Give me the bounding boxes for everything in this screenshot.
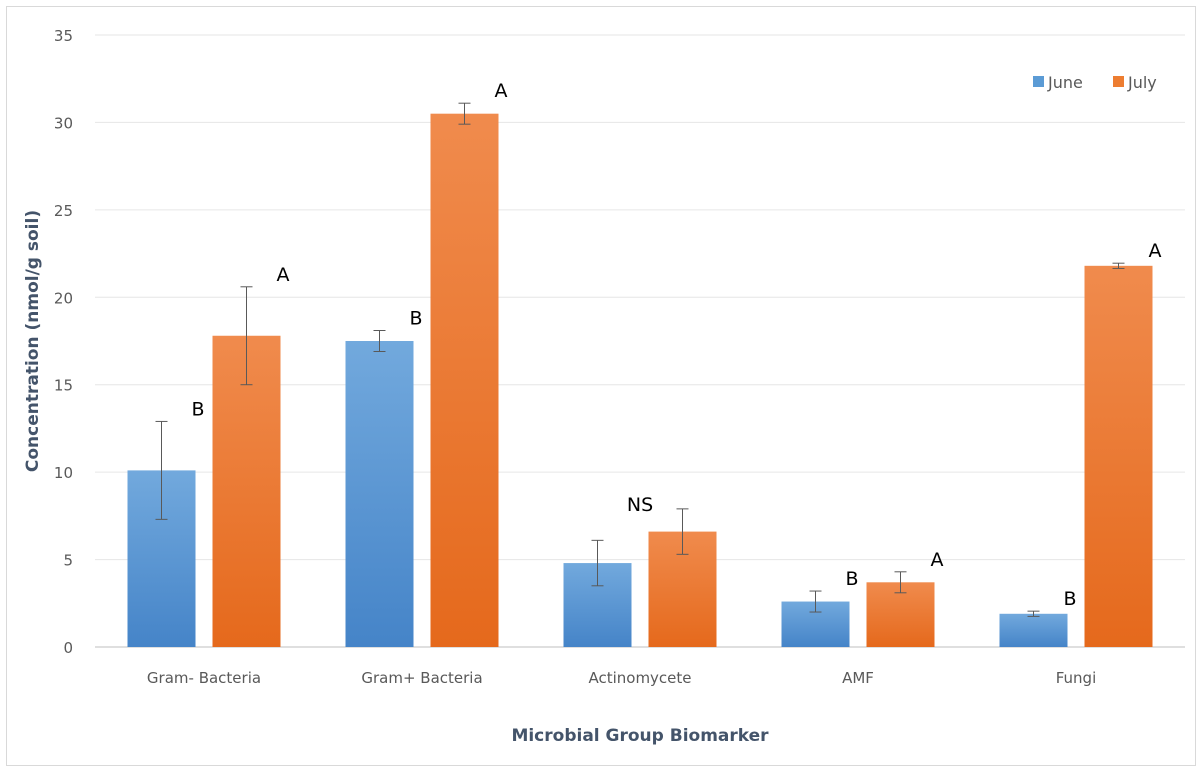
y-tick-label: 10 [54, 464, 73, 482]
x-tick-label: Actinomycete [588, 669, 691, 687]
group-annotation: NS [627, 494, 653, 516]
y-tick-label: 35 [54, 27, 73, 45]
significance-label: B [1064, 588, 1077, 610]
bar-july [212, 335, 281, 647]
x-tick-label: Gram- Bacteria [147, 669, 261, 687]
y-tick-label: 25 [54, 202, 73, 220]
legend: June July [1033, 73, 1157, 92]
legend-swatch [1113, 76, 1124, 87]
significance-label: B [192, 398, 205, 420]
bar-july [1084, 265, 1153, 647]
x-axis-ticks: Gram- Bacteria Gram+ Bacteria Actinomycete… [147, 669, 1096, 687]
legend-swatch [1033, 76, 1044, 87]
y-tick-label: 15 [54, 377, 73, 395]
x-tick-label: AMF [842, 669, 874, 687]
legend-label: June [1047, 73, 1083, 92]
significance-label: A [1149, 240, 1162, 262]
y-axis-title: Concentration (nmol/g soil) [23, 210, 43, 472]
y-axis-ticks: 0 5 10 15 20 25 30 35 [54, 27, 73, 657]
bar-june [345, 341, 414, 647]
significance-label: B [846, 568, 859, 590]
x-tick-label: Fungi [1056, 669, 1097, 687]
significance-label: A [495, 80, 508, 102]
x-axis-title: Microbial Group Biomarker [511, 726, 769, 746]
significance-label: A [931, 549, 944, 571]
bar-june [999, 613, 1068, 647]
significance-label: B [410, 308, 423, 330]
significance-label: A [277, 264, 290, 286]
bars: B A B A NS B A B A [127, 80, 1162, 647]
chart-frame [6, 6, 1196, 766]
y-tick-label: 5 [63, 552, 73, 570]
y-tick-label: 20 [54, 289, 73, 307]
bar-july [430, 113, 499, 647]
legend-label: July [1127, 73, 1157, 92]
y-tick-label: 30 [54, 114, 73, 132]
y-tick-label: 0 [63, 639, 73, 657]
x-tick-label: Gram+ Bacteria [361, 669, 482, 687]
